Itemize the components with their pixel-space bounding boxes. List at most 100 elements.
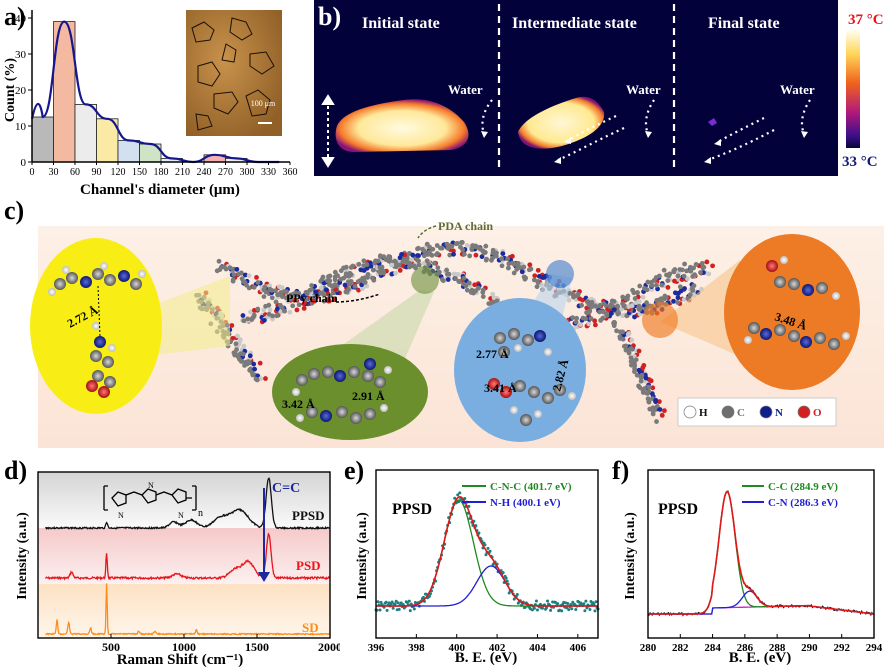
interaction-bubble-orange [724,234,860,390]
x-tick: 280 [640,642,657,654]
water-label-1: Water [448,82,483,97]
legend-cn: C-N (286.3 eV) [768,497,838,509]
legend-swatch-H [683,405,697,419]
y-tick: 30 [15,49,27,61]
x-tick: 120 [111,167,126,178]
panel-a-label: a) [4,2,26,31]
x-tick: 396 [368,642,385,654]
x-tick: 292 [833,642,850,654]
x-axis-label: B. E. (eV) [729,650,792,666]
y-tick: 10 [15,121,27,133]
x-tick: 180 [154,167,169,178]
x-tick: 240 [197,167,212,178]
x-tick: 330 [261,167,276,178]
svg-text:N: N [118,511,124,520]
distance-label-2: 3.42 Å [282,397,315,411]
x-tick: 288 [769,642,786,654]
legend-nh: N-H (400.1 eV) [490,497,561,509]
ppy-chain-label: PPy chain [286,291,338,305]
panel-b-thermal-images: Initial state Intermediate state Final s… [314,0,884,176]
polymer-subscript: n [198,508,203,519]
legend-swatch-O [797,405,811,419]
x-tick: 0 [30,167,35,178]
temp-max-label: 37 °C [848,12,884,28]
panel-d-label: d) [4,456,28,485]
y-tick: 40 [15,13,27,25]
x-tick: 282 [672,642,689,654]
y-tick: 0 [21,157,27,169]
distance-label-3: 2.91 Å [352,389,385,403]
legend-cnc: C-N-C (401.7 eV) [490,481,572,493]
x-tick: 150 [132,167,147,178]
x-tick: 2000 [318,640,340,654]
envelope-fit [648,490,875,615]
y-axis-label: Intensity (a.u.) [15,512,30,600]
x-tick: 290 [801,642,818,654]
panel-c-label: c) [4,196,25,225]
x-tick: 210 [175,167,190,178]
polypyrrole-structure-icon [103,485,197,511]
x-tick: 360 [283,167,298,178]
x-tick: 60 [70,167,80,178]
temperature-colorbar [846,30,860,148]
x-axis-label: B. E. (eV) [455,650,518,666]
scale-bar-label: 100 μm [251,99,276,108]
pda-chain-label: PDA chain [438,219,493,233]
inset-micrograph: 100 μm [186,10,282,136]
state-intermediate: Intermediate state [512,15,637,32]
panel-c-molecular-model: 2.72 Å 3.42 Å 2.91 Å 2.77 Å 3.41 Å 2.82 … [30,219,884,448]
panel-b-label: b) [318,2,342,31]
distance-label-4: 2.77 Å [476,347,509,361]
x-tick: 284 [704,642,721,654]
x-tick: 1000 [172,640,196,654]
legend-swatch-N [759,405,773,419]
y-axis-label: Count (%) [3,58,18,123]
x-tick: 406 [570,642,587,654]
x-tick: 398 [408,642,425,654]
envelope-fit [376,495,598,607]
x-tick: 500 [102,640,120,654]
svg-text:N: N [178,511,184,520]
x-tick: 270 [218,167,233,178]
state-final: Final state [708,15,780,32]
legend-label-O: O [813,407,822,419]
series-label-ppsd: PPSD [292,508,325,523]
y-tick: 20 [15,85,27,97]
water-label-2: Water [626,82,661,97]
state-initial: Initial state [362,15,440,32]
raman-series-SD [45,583,330,636]
x-tick: 400 [448,642,465,654]
panel-e-label: e) [344,456,365,485]
legend-cc: C-C (284.9 eV) [768,481,838,493]
interaction-bubble-blue [454,298,586,442]
fit-curve [30,20,280,164]
distance-label-5: 3.41 Å [484,381,517,395]
peak-label: C=C [272,481,300,496]
x-axis-label: Raman Shift (cm⁻¹) [117,652,244,668]
panel-f-xps-c1s: 280 282 284 286 288 290 292 294 PPSD C-C (284.9… [623,469,883,666]
panel-title: PPSD [392,501,432,518]
series-label-sd: SD [302,620,319,635]
panel-d-raman: 500 1000 1500 2000 Intensity (a.u.) Raman S… [15,471,340,668]
series-label-psd: PSD [296,558,321,573]
legend-swatch-C [721,405,735,419]
legend-label-C: C [737,407,745,419]
legend-label-H: H [699,407,708,419]
x-tick: 286 [737,642,754,654]
x-axis-label: Channel's diameter (μm) [80,182,240,198]
histogram-bar-120-150 [117,139,140,163]
histogram-bar-60-90 [74,104,97,163]
y-axis-label: Intensity (a.u.) [623,512,638,600]
x-tick: 404 [529,642,546,654]
water-label-3: Water [780,82,815,97]
panel-title: PPSD [658,501,698,518]
histogram-bar-0-30 [31,116,54,163]
x-tick: 1500 [245,640,269,654]
x-tick: 90 [92,167,102,178]
panel-f-label: f) [612,456,630,485]
x-tick: 294 [866,642,883,654]
x-tick: 402 [489,642,506,654]
panel-a-histogram: 0 10 20 30 40 0 30 60 90 120 150 180 210 240 270 300 33… [3,10,298,198]
x-tick: 300 [240,167,255,178]
legend-label-N: N [775,407,783,419]
